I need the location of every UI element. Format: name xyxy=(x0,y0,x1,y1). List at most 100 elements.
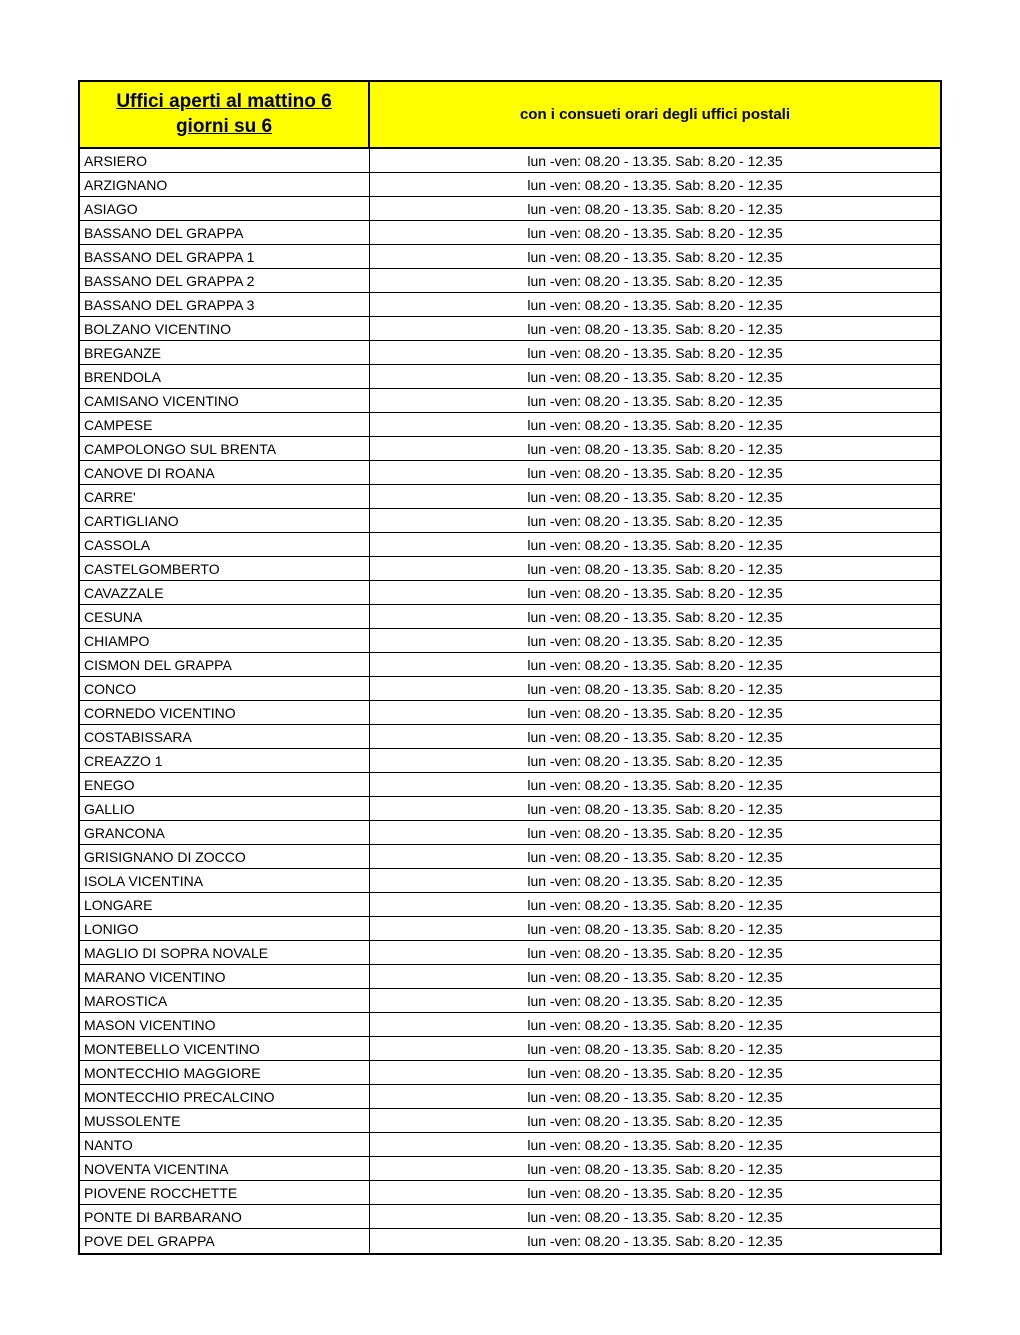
office-name: CASTELGOMBERTO xyxy=(80,557,370,580)
office-name: CESUNA xyxy=(80,605,370,628)
office-name: CAMISANO VICENTINO xyxy=(80,389,370,412)
office-name: POVE DEL GRAPPA xyxy=(80,1229,370,1253)
office-name: BREGANZE xyxy=(80,341,370,364)
office-name: LONIGO xyxy=(80,917,370,940)
office-name: LONGARE xyxy=(80,893,370,916)
office-schedule: lun -ven: 08.20 - 13.35. Sab: 8.20 - 12.… xyxy=(370,1181,940,1204)
office-name: ASIAGO xyxy=(80,197,370,220)
office-schedule: lun -ven: 08.20 - 13.35. Sab: 8.20 - 12.… xyxy=(370,173,940,196)
office-name: BASSANO DEL GRAPPA xyxy=(80,221,370,244)
table-row: BASSANO DEL GRAPPA 1lun -ven: 08.20 - 13… xyxy=(80,245,940,269)
office-name: MASON VICENTINO xyxy=(80,1013,370,1036)
table-row: MAROSTICAlun -ven: 08.20 - 13.35. Sab: 8… xyxy=(80,989,940,1013)
office-schedule: lun -ven: 08.20 - 13.35. Sab: 8.20 - 12.… xyxy=(370,917,940,940)
table-row: BASSANO DEL GRAPPA 3lun -ven: 08.20 - 13… xyxy=(80,293,940,317)
office-name: CAMPESE xyxy=(80,413,370,436)
office-schedule: lun -ven: 08.20 - 13.35. Sab: 8.20 - 12.… xyxy=(370,1205,940,1228)
table-row: NOVENTA VICENTINAlun -ven: 08.20 - 13.35… xyxy=(80,1157,940,1181)
office-schedule: lun -ven: 08.20 - 13.35. Sab: 8.20 - 12.… xyxy=(370,365,940,388)
office-name: MUSSOLENTE xyxy=(80,1109,370,1132)
table-row: BASSANO DEL GRAPPA 2lun -ven: 08.20 - 13… xyxy=(80,269,940,293)
office-name: CARTIGLIANO xyxy=(80,509,370,532)
office-name: CAVAZZALE xyxy=(80,581,370,604)
table-row: CESUNAlun -ven: 08.20 - 13.35. Sab: 8.20… xyxy=(80,605,940,629)
table-row: PIOVENE ROCCHETTElun -ven: 08.20 - 13.35… xyxy=(80,1181,940,1205)
table-row: LONGARElun -ven: 08.20 - 13.35. Sab: 8.2… xyxy=(80,893,940,917)
office-name: GALLIO xyxy=(80,797,370,820)
header-subtitle: con i consueti orari degli uffici postal… xyxy=(370,82,940,147)
office-schedule: lun -ven: 08.20 - 13.35. Sab: 8.20 - 12.… xyxy=(370,821,940,844)
table-row: BREGANZElun -ven: 08.20 - 13.35. Sab: 8.… xyxy=(80,341,940,365)
office-schedule: lun -ven: 08.20 - 13.35. Sab: 8.20 - 12.… xyxy=(370,1013,940,1036)
office-schedule: lun -ven: 08.20 - 13.35. Sab: 8.20 - 12.… xyxy=(370,1229,940,1253)
office-name: CARRE' xyxy=(80,485,370,508)
table-row: MONTECCHIO PRECALCINOlun -ven: 08.20 - 1… xyxy=(80,1085,940,1109)
office-schedule: lun -ven: 08.20 - 13.35. Sab: 8.20 - 12.… xyxy=(370,533,940,556)
office-name: BOLZANO VICENTINO xyxy=(80,317,370,340)
table-row: MASON VICENTINOlun -ven: 08.20 - 13.35. … xyxy=(80,1013,940,1037)
office-name: GRISIGNANO DI ZOCCO xyxy=(80,845,370,868)
office-name: CONCO xyxy=(80,677,370,700)
table-row: LONIGOlun -ven: 08.20 - 13.35. Sab: 8.20… xyxy=(80,917,940,941)
schedule-table: Uffici aperti al mattino 6 giorni su 6 c… xyxy=(78,80,942,1255)
table-row: CORNEDO VICENTINOlun -ven: 08.20 - 13.35… xyxy=(80,701,940,725)
table-row: CARTIGLIANOlun -ven: 08.20 - 13.35. Sab:… xyxy=(80,509,940,533)
office-schedule: lun -ven: 08.20 - 13.35. Sab: 8.20 - 12.… xyxy=(370,317,940,340)
office-schedule: lun -ven: 08.20 - 13.35. Sab: 8.20 - 12.… xyxy=(370,1133,940,1156)
office-schedule: lun -ven: 08.20 - 13.35. Sab: 8.20 - 12.… xyxy=(370,245,940,268)
table-row: CAMPOLONGO SUL BRENTAlun -ven: 08.20 - 1… xyxy=(80,437,940,461)
office-schedule: lun -ven: 08.20 - 13.35. Sab: 8.20 - 12.… xyxy=(370,845,940,868)
table-row: MAGLIO DI SOPRA NOVALElun -ven: 08.20 - … xyxy=(80,941,940,965)
table-row: MONTEBELLO VICENTINOlun -ven: 08.20 - 13… xyxy=(80,1037,940,1061)
office-schedule: lun -ven: 08.20 - 13.35. Sab: 8.20 - 12.… xyxy=(370,341,940,364)
table-row: ARSIEROlun -ven: 08.20 - 13.35. Sab: 8.2… xyxy=(80,149,940,173)
office-schedule: lun -ven: 08.20 - 13.35. Sab: 8.20 - 12.… xyxy=(370,677,940,700)
office-schedule: lun -ven: 08.20 - 13.35. Sab: 8.20 - 12.… xyxy=(370,1085,940,1108)
table-row: BOLZANO VICENTINOlun -ven: 08.20 - 13.35… xyxy=(80,317,940,341)
office-name: CAMPOLONGO SUL BRENTA xyxy=(80,437,370,460)
office-name: NOVENTA VICENTINA xyxy=(80,1157,370,1180)
office-schedule: lun -ven: 08.20 - 13.35. Sab: 8.20 - 12.… xyxy=(370,869,940,892)
office-schedule: lun -ven: 08.20 - 13.35. Sab: 8.20 - 12.… xyxy=(370,221,940,244)
table-row: CAMPESElun -ven: 08.20 - 13.35. Sab: 8.2… xyxy=(80,413,940,437)
table-row: CHIAMPOlun -ven: 08.20 - 13.35. Sab: 8.2… xyxy=(80,629,940,653)
office-schedule: lun -ven: 08.20 - 13.35. Sab: 8.20 - 12.… xyxy=(370,509,940,532)
office-schedule: lun -ven: 08.20 - 13.35. Sab: 8.20 - 12.… xyxy=(370,485,940,508)
office-name: PONTE DI BARBARANO xyxy=(80,1205,370,1228)
office-schedule: lun -ven: 08.20 - 13.35. Sab: 8.20 - 12.… xyxy=(370,581,940,604)
office-schedule: lun -ven: 08.20 - 13.35. Sab: 8.20 - 12.… xyxy=(370,437,940,460)
table-row: BRENDOLAlun -ven: 08.20 - 13.35. Sab: 8.… xyxy=(80,365,940,389)
table-row: CISMON DEL GRAPPAlun -ven: 08.20 - 13.35… xyxy=(80,653,940,677)
office-name: CORNEDO VICENTINO xyxy=(80,701,370,724)
office-name: ARZIGNANO xyxy=(80,173,370,196)
table-row: CARRE'lun -ven: 08.20 - 13.35. Sab: 8.20… xyxy=(80,485,940,509)
office-name: MARANO VICENTINO xyxy=(80,965,370,988)
table-row: CANOVE DI ROANAlun -ven: 08.20 - 13.35. … xyxy=(80,461,940,485)
office-schedule: lun -ven: 08.20 - 13.35. Sab: 8.20 - 12.… xyxy=(370,389,940,412)
office-schedule: lun -ven: 08.20 - 13.35. Sab: 8.20 - 12.… xyxy=(370,149,940,172)
office-schedule: lun -ven: 08.20 - 13.35. Sab: 8.20 - 12.… xyxy=(370,989,940,1012)
office-name: PIOVENE ROCCHETTE xyxy=(80,1181,370,1204)
table-row: ASIAGOlun -ven: 08.20 - 13.35. Sab: 8.20… xyxy=(80,197,940,221)
office-name: CANOVE DI ROANA xyxy=(80,461,370,484)
table-row: GALLIOlun -ven: 08.20 - 13.35. Sab: 8.20… xyxy=(80,797,940,821)
office-name: NANTO xyxy=(80,1133,370,1156)
table-header-row: Uffici aperti al mattino 6 giorni su 6 c… xyxy=(80,82,940,149)
table-row: MONTECCHIO MAGGIORElun -ven: 08.20 - 13.… xyxy=(80,1061,940,1085)
office-schedule: lun -ven: 08.20 - 13.35. Sab: 8.20 - 12.… xyxy=(370,1157,940,1180)
office-schedule: lun -ven: 08.20 - 13.35. Sab: 8.20 - 12.… xyxy=(370,197,940,220)
office-name: BASSANO DEL GRAPPA 2 xyxy=(80,269,370,292)
office-name: ENEGO xyxy=(80,773,370,796)
office-schedule: lun -ven: 08.20 - 13.35. Sab: 8.20 - 12.… xyxy=(370,413,940,436)
office-name: MONTECCHIO MAGGIORE xyxy=(80,1061,370,1084)
office-name: ISOLA VICENTINA xyxy=(80,869,370,892)
office-schedule: lun -ven: 08.20 - 13.35. Sab: 8.20 - 12.… xyxy=(370,653,940,676)
office-schedule: lun -ven: 08.20 - 13.35. Sab: 8.20 - 12.… xyxy=(370,293,940,316)
table-row: CAVAZZALElun -ven: 08.20 - 13.35. Sab: 8… xyxy=(80,581,940,605)
office-name: GRANCONA xyxy=(80,821,370,844)
office-schedule: lun -ven: 08.20 - 13.35. Sab: 8.20 - 12.… xyxy=(370,797,940,820)
table-row: BASSANO DEL GRAPPAlun -ven: 08.20 - 13.3… xyxy=(80,221,940,245)
table-row: CAMISANO VICENTINOlun -ven: 08.20 - 13.3… xyxy=(80,389,940,413)
office-schedule: lun -ven: 08.20 - 13.35. Sab: 8.20 - 12.… xyxy=(370,773,940,796)
office-schedule: lun -ven: 08.20 - 13.35. Sab: 8.20 - 12.… xyxy=(370,749,940,772)
